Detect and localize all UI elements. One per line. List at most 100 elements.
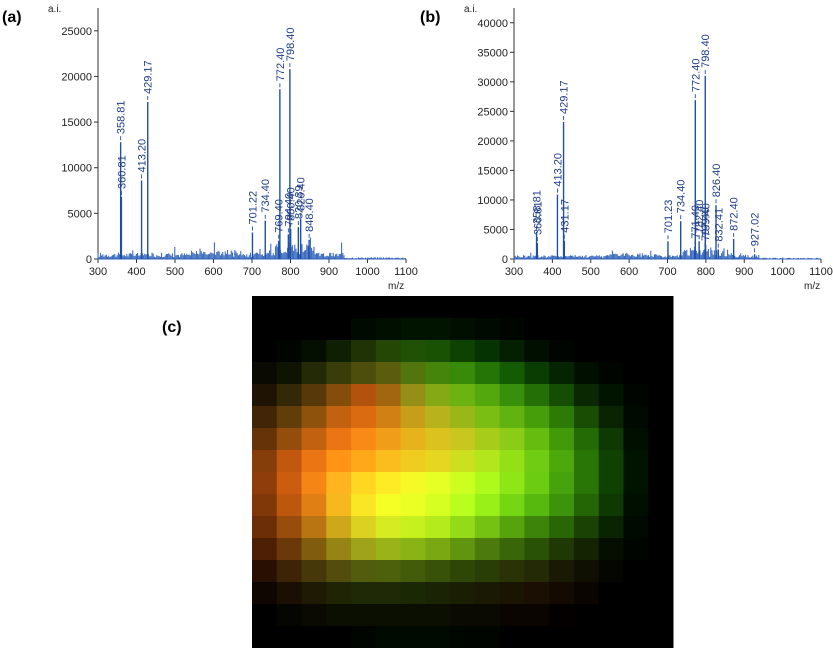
heatmap-cell [648,472,674,495]
spectrum-b-xlabel: m/z [804,281,820,292]
heatmap-cell [499,538,525,561]
spectrum-b: 0 5000 10000 15000 20000 25000 30000 35000 40000… [464,4,833,292]
peak-label-797.40: 797.40 [700,207,712,241]
heatmap-cell [549,560,575,583]
heatmap-cell [375,494,402,517]
heatmap-cell [598,384,624,407]
heatmap-cell [276,450,303,473]
heatmap-cell [474,472,501,495]
heatmap-cell [499,340,525,363]
y-tick-label: 5000 [484,224,508,236]
heatmap-cell [400,516,426,539]
heatmap-cell [252,428,278,451]
heatmap-cell [252,384,278,407]
heatmap-cell [400,362,426,385]
peak-label-798.40: 798.40 [700,34,712,68]
heatmap-cell [573,450,600,473]
heatmap-cell [252,604,278,627]
heatmap-cell [524,362,550,385]
heatmap-cell [623,560,649,583]
heatmap-cell [400,296,426,319]
heatmap-cell [549,450,575,473]
heatmap-cell [301,318,327,341]
spectrum-b-baseline [513,247,821,260]
heatmap-cell [598,472,624,495]
heatmap-cell [252,472,278,495]
y-tick-label: 15000 [477,165,508,177]
heatmap-cell [474,384,501,407]
heatmap-cell [301,362,327,385]
heatmap-cell [499,428,525,451]
heatmap-cell [450,296,476,319]
heatmap-cell [474,582,501,605]
heatmap-cell [524,428,550,451]
heatmap-cell [425,406,451,429]
heatmap-cell [425,384,451,407]
heatmap-cell [301,582,327,605]
peak-label-798.40: 798.40 [285,27,297,61]
heatmap-cell [375,406,402,429]
heatmap-cell [573,494,600,517]
heatmap-cell [598,538,624,561]
x-tick-label: 600 [204,266,222,278]
heatmap-cell [598,362,624,385]
heatmap-cell [252,406,278,429]
peak-label-734.40: 734.40 [260,179,272,213]
heatmap-cell [549,582,575,605]
heatmap-cell [450,538,476,561]
heatmap-cell [474,362,501,385]
heatmap-cell [351,516,377,539]
x-tick-label: 400 [543,266,561,278]
spectrum-a-ylabel: a.i. [48,4,61,15]
peak-label-800.40: 800.40 [286,187,298,221]
heatmap-cell [524,582,550,605]
heatmap-cell [474,296,501,319]
y-tick-label: 25000 [61,26,92,38]
heatmap-cell [351,340,377,363]
heatmap-cell [375,362,402,385]
ion-image-heatmap [252,296,674,648]
heatmap-cell [549,626,575,648]
heatmap-cell [301,604,327,627]
heatmap-cell [450,406,476,429]
heatmap-cell [450,560,476,583]
heatmap-cell [499,406,525,429]
heatmap-cell [623,538,649,561]
heatmap-cell [499,604,525,627]
heatmap-cell [400,472,426,495]
peak-label-872.40: 872.40 [729,197,741,231]
heatmap-cell [549,428,575,451]
peak-label-782.40: 782.40 [694,200,706,234]
peak-label-848.40: 848.40 [304,198,316,232]
heatmap-cell [425,296,451,319]
heatmap-cell [573,406,600,429]
heatmap-cell [301,472,327,495]
heatmap-cell [276,516,303,539]
x-tick-label: 1100 [809,266,833,278]
heatmap-cell [276,406,303,429]
y-tick-label: 30000 [477,77,508,89]
heatmap-cell [351,318,377,341]
heatmap-cell [276,560,303,583]
heatmap-cell [252,560,278,583]
heatmap-cell [276,340,303,363]
heatmap-cell [301,384,327,407]
heatmap-cell [425,582,451,605]
heatmap-cell [474,560,501,583]
heatmap-cell [375,472,402,495]
heatmap-cell [252,626,278,648]
heatmap-cell [648,516,674,539]
x-tick-label: 400 [127,266,145,278]
heatmap-cell [252,362,278,385]
heatmap-cell [400,560,426,583]
heatmap-cell [326,494,352,517]
peak-label-734.40: 734.40 [676,180,688,214]
heatmap-cell [450,318,476,341]
heatmap-cell [326,362,352,385]
heatmap-cell [598,516,624,539]
heatmap-cell [623,406,649,429]
heatmap-cell [648,626,674,648]
heatmap-cell [549,406,575,429]
heatmap-cell [524,406,550,429]
heatmap-cell [276,494,303,517]
